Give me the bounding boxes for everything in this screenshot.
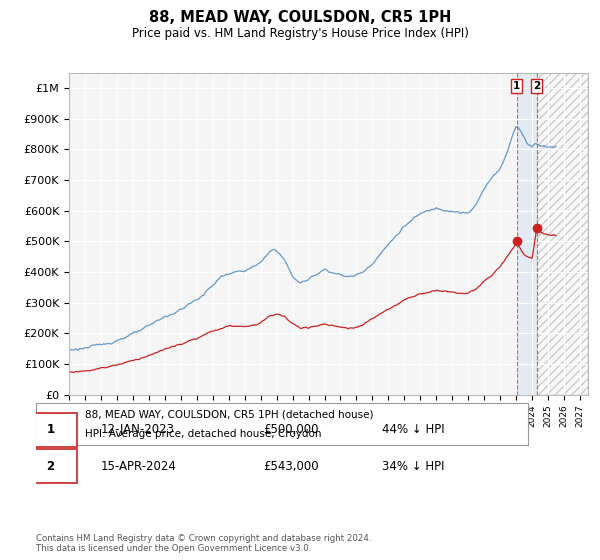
Text: 88, MEAD WAY, COULSDON, CR5 1PH (detached house): 88, MEAD WAY, COULSDON, CR5 1PH (detache… xyxy=(85,409,374,419)
Bar xyxy=(537,73,588,395)
Text: 2: 2 xyxy=(47,460,55,473)
Text: 12-JAN-2023: 12-JAN-2023 xyxy=(101,423,175,436)
Text: 15-APR-2024: 15-APR-2024 xyxy=(101,460,176,473)
Text: Contains HM Land Registry data © Crown copyright and database right 2024.
This d: Contains HM Land Registry data © Crown c… xyxy=(36,534,371,553)
Text: 2: 2 xyxy=(533,81,541,91)
FancyBboxPatch shape xyxy=(25,413,77,447)
Text: 1: 1 xyxy=(513,81,520,91)
Text: £543,000: £543,000 xyxy=(263,460,319,473)
Text: £500,000: £500,000 xyxy=(263,423,318,436)
Text: Price paid vs. HM Land Registry's House Price Index (HPI): Price paid vs. HM Land Registry's House … xyxy=(131,27,469,40)
Text: 1: 1 xyxy=(47,423,55,436)
Text: 44% ↓ HPI: 44% ↓ HPI xyxy=(382,423,444,436)
FancyBboxPatch shape xyxy=(25,449,77,483)
Bar xyxy=(517,73,537,395)
Text: 34% ↓ HPI: 34% ↓ HPI xyxy=(382,460,444,473)
Text: 88, MEAD WAY, COULSDON, CR5 1PH: 88, MEAD WAY, COULSDON, CR5 1PH xyxy=(149,10,451,25)
Text: HPI: Average price, detached house, Croydon: HPI: Average price, detached house, Croy… xyxy=(85,429,322,439)
